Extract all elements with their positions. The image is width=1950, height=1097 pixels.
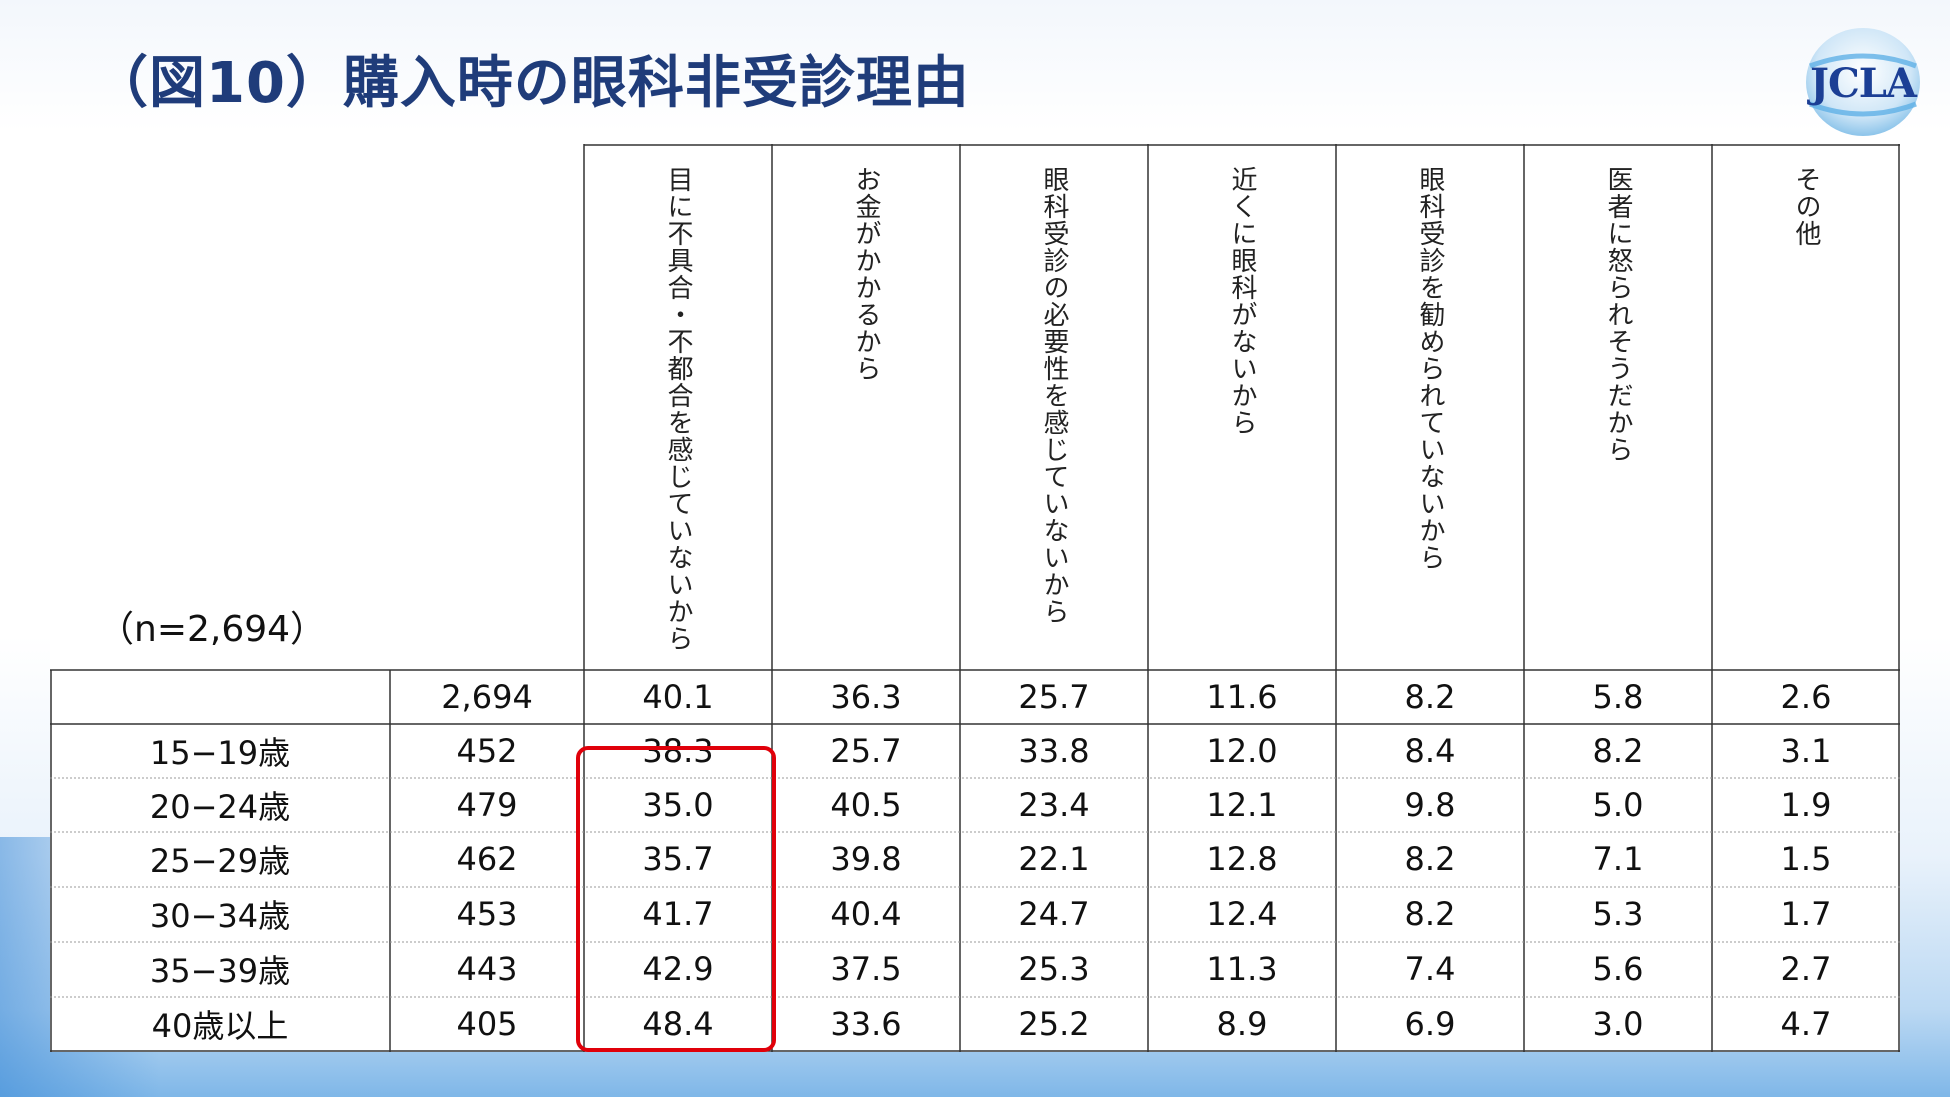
value-cell: 24.7 xyxy=(1018,895,1090,933)
value-cell: 8.4 xyxy=(1404,732,1456,770)
value-cell: 3.1 xyxy=(1780,732,1832,770)
row-label-cell: 30−34歳 xyxy=(149,897,291,935)
value-cell: 1.5 xyxy=(1780,840,1832,878)
table-row: 25−29歳 462 35.7 39.8 22.1 12.8 8.2 7.1 1.5 xyxy=(50,832,1900,886)
table-row: 40歳以上 405 48.4 33.6 25.2 8.9 6.9 3.0 4.7 xyxy=(50,997,1900,1051)
highlight-box xyxy=(576,746,776,1052)
logo-text: JCLA xyxy=(1810,60,1917,107)
row-label-cell: 25−29歳 xyxy=(149,842,291,880)
sample-size-label: （n=2,694） xyxy=(98,609,327,650)
table-row: 35−39歳 443 42.9 37.5 25.3 11.3 7.4 5.6 2.7 xyxy=(50,942,1900,996)
value-cell: 2.6 xyxy=(1780,678,1832,716)
value-cell: 3.0 xyxy=(1592,1005,1644,1043)
value-cell: 5.6 xyxy=(1592,950,1644,988)
value-cell: 11.6 xyxy=(1206,678,1278,716)
row-label-cell: 35−39歳 xyxy=(149,952,291,990)
value-cell: 12.0 xyxy=(1206,732,1278,770)
table-grid xyxy=(50,144,1900,1052)
value-cell: 40.4 xyxy=(830,895,902,933)
table-row: 2,694 40.1 36.3 25.7 11.6 8.2 5.8 2.6 xyxy=(50,670,1900,724)
value-cell: 6.9 xyxy=(1404,1005,1456,1043)
row-n-cell: 462 xyxy=(456,840,518,878)
column-header: お金がかかるから xyxy=(851,166,881,382)
value-cell: 36.3 xyxy=(830,678,902,716)
value-cell: 5.0 xyxy=(1592,786,1644,824)
row-n-cell: 479 xyxy=(456,786,518,824)
row-label-cell: 15−19歳 xyxy=(149,734,291,772)
column-header: 近くに眼科がないから xyxy=(1227,166,1257,436)
value-cell: 35.7 xyxy=(642,840,714,878)
row-label-cell xyxy=(50,670,390,724)
table-row: 30−34歳 453 41.7 40.4 24.7 12.4 8.2 5.3 1.7 xyxy=(50,887,1900,941)
column-header: 眼科受診を勧められていないから xyxy=(1415,166,1445,571)
column-header: その他 xyxy=(1791,166,1821,247)
value-cell: 35.0 xyxy=(642,786,714,824)
value-cell: 25.3 xyxy=(1018,950,1090,988)
value-cell: 22.1 xyxy=(1018,840,1090,878)
row-n-cell: 453 xyxy=(456,895,518,933)
value-cell: 25.7 xyxy=(830,732,902,770)
row-n-cell: 443 xyxy=(456,950,518,988)
value-cell: 8.2 xyxy=(1404,895,1456,933)
column-header: 医者に怒られそうだから xyxy=(1603,166,1633,463)
row-n-cell: 2,694 xyxy=(441,678,533,716)
value-cell: 39.8 xyxy=(830,840,902,878)
table-row: 15−19歳 452 38.3 25.7 33.8 12.0 8.4 8.2 3.1 xyxy=(50,724,1900,778)
column-header: 目に不具合・不都合を感じていないから xyxy=(663,166,693,652)
value-cell: 4.7 xyxy=(1780,1005,1832,1043)
logo-globe-icon xyxy=(1806,28,1920,136)
jcla-logo: JCLA xyxy=(1804,26,1922,138)
value-cell: 8.2 xyxy=(1404,840,1456,878)
value-cell: 5.3 xyxy=(1592,895,1644,933)
value-cell: 12.8 xyxy=(1206,840,1278,878)
table-row: 20−24歳 479 35.0 40.5 23.4 12.1 9.8 5.0 1.9 xyxy=(50,778,1900,832)
value-cell: 33.8 xyxy=(1018,732,1090,770)
value-cell: 23.4 xyxy=(1018,786,1090,824)
value-cell: 38.3 xyxy=(642,732,714,770)
value-cell: 25.2 xyxy=(1018,1005,1090,1043)
row-n-cell: 405 xyxy=(456,1005,518,1043)
value-cell: 5.8 xyxy=(1592,678,1644,716)
value-cell: 7.1 xyxy=(1592,840,1644,878)
row-label-cell: 20−24歳 xyxy=(149,788,291,826)
value-cell: 37.5 xyxy=(830,950,902,988)
survey-table: （n=2,694） 目に不具合・不都合を感じていないから お金がかかるから 眼科… xyxy=(50,144,1900,1052)
value-cell: 8.9 xyxy=(1216,1005,1268,1043)
value-cell: 33.6 xyxy=(830,1005,902,1043)
value-cell: 11.3 xyxy=(1206,950,1278,988)
row-n-cell: 452 xyxy=(456,732,518,770)
value-cell: 2.7 xyxy=(1780,950,1832,988)
value-cell: 12.1 xyxy=(1206,786,1278,824)
value-cell: 1.9 xyxy=(1780,786,1832,824)
value-cell: 48.4 xyxy=(642,1005,714,1043)
column-header: 眼科受診の必要性を感じていないから xyxy=(1039,166,1069,625)
value-cell: 7.4 xyxy=(1404,950,1456,988)
value-cell: 8.2 xyxy=(1404,678,1456,716)
value-cell: 42.9 xyxy=(642,950,714,988)
value-cell: 12.4 xyxy=(1206,895,1278,933)
value-cell: 40.1 xyxy=(642,678,714,716)
value-cell: 41.7 xyxy=(642,895,714,933)
value-cell: 9.8 xyxy=(1404,786,1456,824)
page-title: （図10）購入時の眼科非受診理由 xyxy=(92,51,970,116)
value-cell: 8.2 xyxy=(1592,732,1644,770)
value-cell: 40.5 xyxy=(830,786,902,824)
row-label-cell: 40歳以上 xyxy=(151,1007,289,1045)
value-cell: 1.7 xyxy=(1780,895,1832,933)
value-cell: 25.7 xyxy=(1018,678,1090,716)
